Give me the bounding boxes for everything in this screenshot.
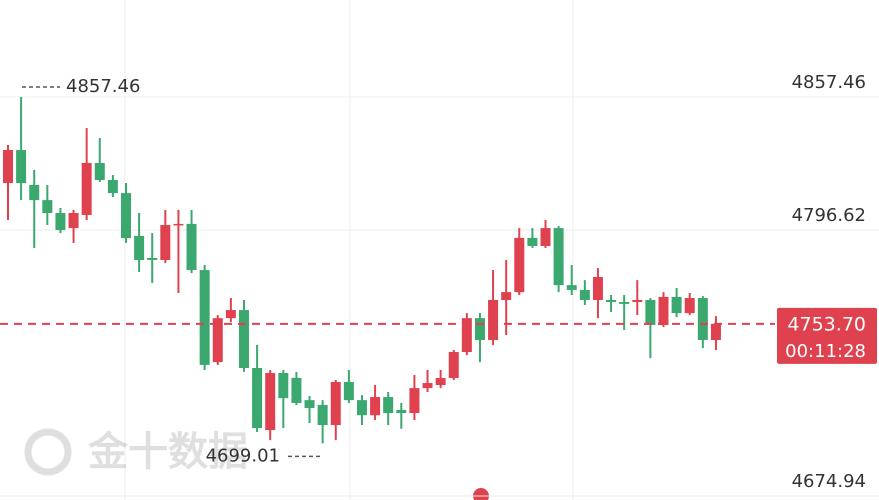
candle-body [422, 383, 433, 389]
candle-body [16, 150, 27, 184]
candle-body [540, 228, 551, 246]
candle-body [448, 352, 459, 379]
candle-body [330, 381, 341, 426]
candle-body [68, 212, 79, 229]
watermark-logo [24, 428, 72, 476]
candle-body [3, 150, 13, 184]
candle-body [265, 373, 276, 431]
candle-body [147, 258, 158, 260]
candle-body [606, 299, 617, 302]
candle-body [278, 373, 289, 399]
candle-body [592, 277, 603, 300]
last-price-label: 4753.70 [787, 313, 866, 335]
candle-body [645, 299, 656, 325]
candle-body [252, 367, 263, 429]
candle-body [199, 270, 210, 365]
candle-body [501, 292, 512, 300]
candle-body [435, 378, 446, 386]
candle-body [238, 310, 249, 368]
candle-body [527, 237, 538, 246]
candle-body [94, 162, 105, 180]
candle-body [658, 296, 669, 325]
candle-body [356, 400, 367, 416]
y-tick-label: 4674.94 [792, 471, 866, 492]
watermark: 金十数据 [24, 428, 248, 476]
candle-body [697, 298, 708, 341]
candle-body [134, 235, 145, 260]
countdown-label: 00:11:28 [785, 341, 866, 362]
candle-body [619, 301, 630, 304]
candle-body [488, 299, 499, 341]
candle-body [684, 298, 695, 314]
candle-body [81, 162, 92, 215]
candle-body [396, 409, 407, 414]
candle-body [55, 212, 66, 231]
candle-body [212, 318, 223, 363]
watermark-text: 金十数据 [87, 429, 248, 475]
y-tick-label: 4796.62 [792, 205, 866, 226]
candle-body [514, 237, 525, 293]
candle-body [186, 223, 197, 271]
candle-body [553, 228, 564, 286]
min-label: 4699.01 [206, 445, 280, 466]
candle-body [579, 289, 590, 300]
candle-body [383, 397, 394, 414]
max-label: 4857.46 [66, 76, 140, 97]
candle-body [29, 185, 40, 201]
candle-body [671, 296, 682, 314]
candle-body [225, 310, 236, 319]
candle-body [409, 388, 420, 414]
candle-body [42, 200, 53, 213]
candle-body [566, 285, 577, 290]
candle-body [710, 323, 721, 341]
candle-body [291, 377, 302, 403]
candle-body [461, 318, 472, 353]
candle-body [632, 299, 643, 302]
candle-body [120, 193, 131, 239]
candle-body [304, 400, 315, 408]
candle-body [160, 225, 171, 260]
candle-body [474, 318, 485, 341]
y-tick-label: 4857.46 [792, 72, 866, 93]
candle-body [370, 397, 381, 416]
candle-body [317, 404, 328, 426]
candle-body [343, 381, 354, 401]
candle-body [173, 223, 184, 226]
event-dot [473, 488, 489, 500]
time-grid [124, 0, 574, 500]
candle-body [107, 179, 118, 194]
price-tag [777, 307, 877, 364]
